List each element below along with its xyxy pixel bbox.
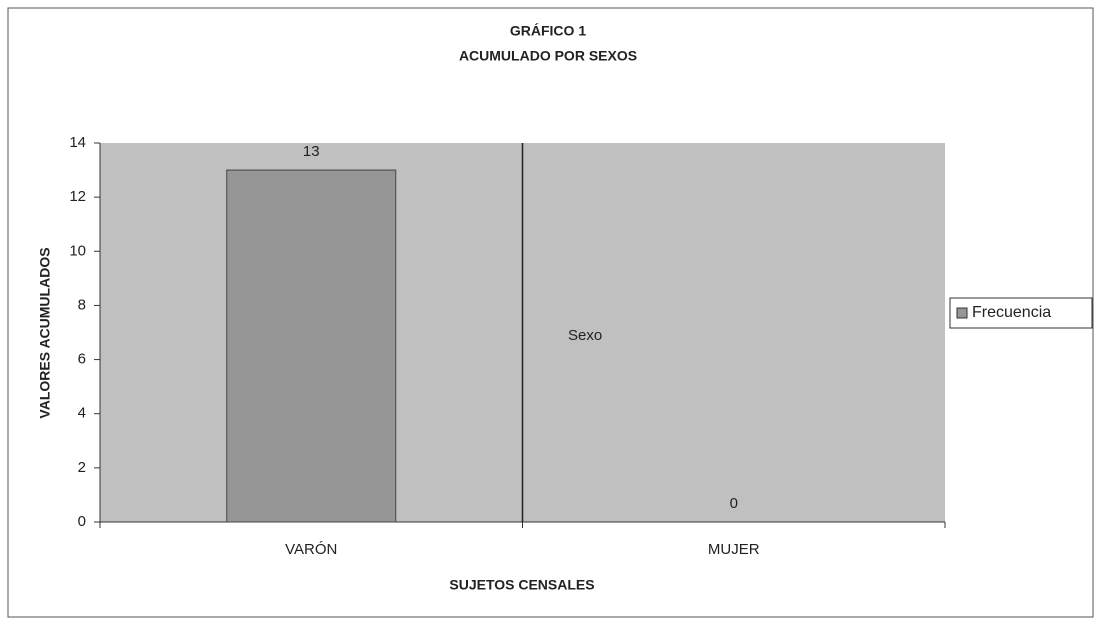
chart-title: GRÁFICO 1 (510, 23, 586, 39)
data-label: 0 (730, 495, 738, 512)
data-label: 13 (303, 143, 320, 160)
legend-swatch (956, 307, 968, 319)
x-tick-label: MUJER (708, 541, 760, 558)
y-axis-label: VALORES ACUMULADOS (37, 247, 53, 418)
y-tick-label: 12 (69, 188, 86, 205)
x-axis-label: SUJETOS CENSALES (449, 577, 594, 593)
y-tick-label: 4 (78, 405, 86, 422)
annotation: Sexo (568, 327, 602, 344)
bar (226, 169, 397, 523)
y-tick-label: 8 (78, 296, 86, 313)
y-tick-label: 0 (78, 513, 86, 530)
x-tick-label: VARÓN (285, 541, 337, 558)
legend-label: Frecuencia (972, 304, 1051, 321)
y-tick-label: 6 (78, 351, 86, 368)
legend-box (949, 297, 1093, 329)
y-tick-label: 14 (69, 134, 86, 151)
y-tick-label: 10 (69, 242, 86, 259)
chart-subtitle: ACUMULADO POR SEXOS (459, 48, 637, 64)
y-tick-label: 2 (78, 459, 86, 476)
